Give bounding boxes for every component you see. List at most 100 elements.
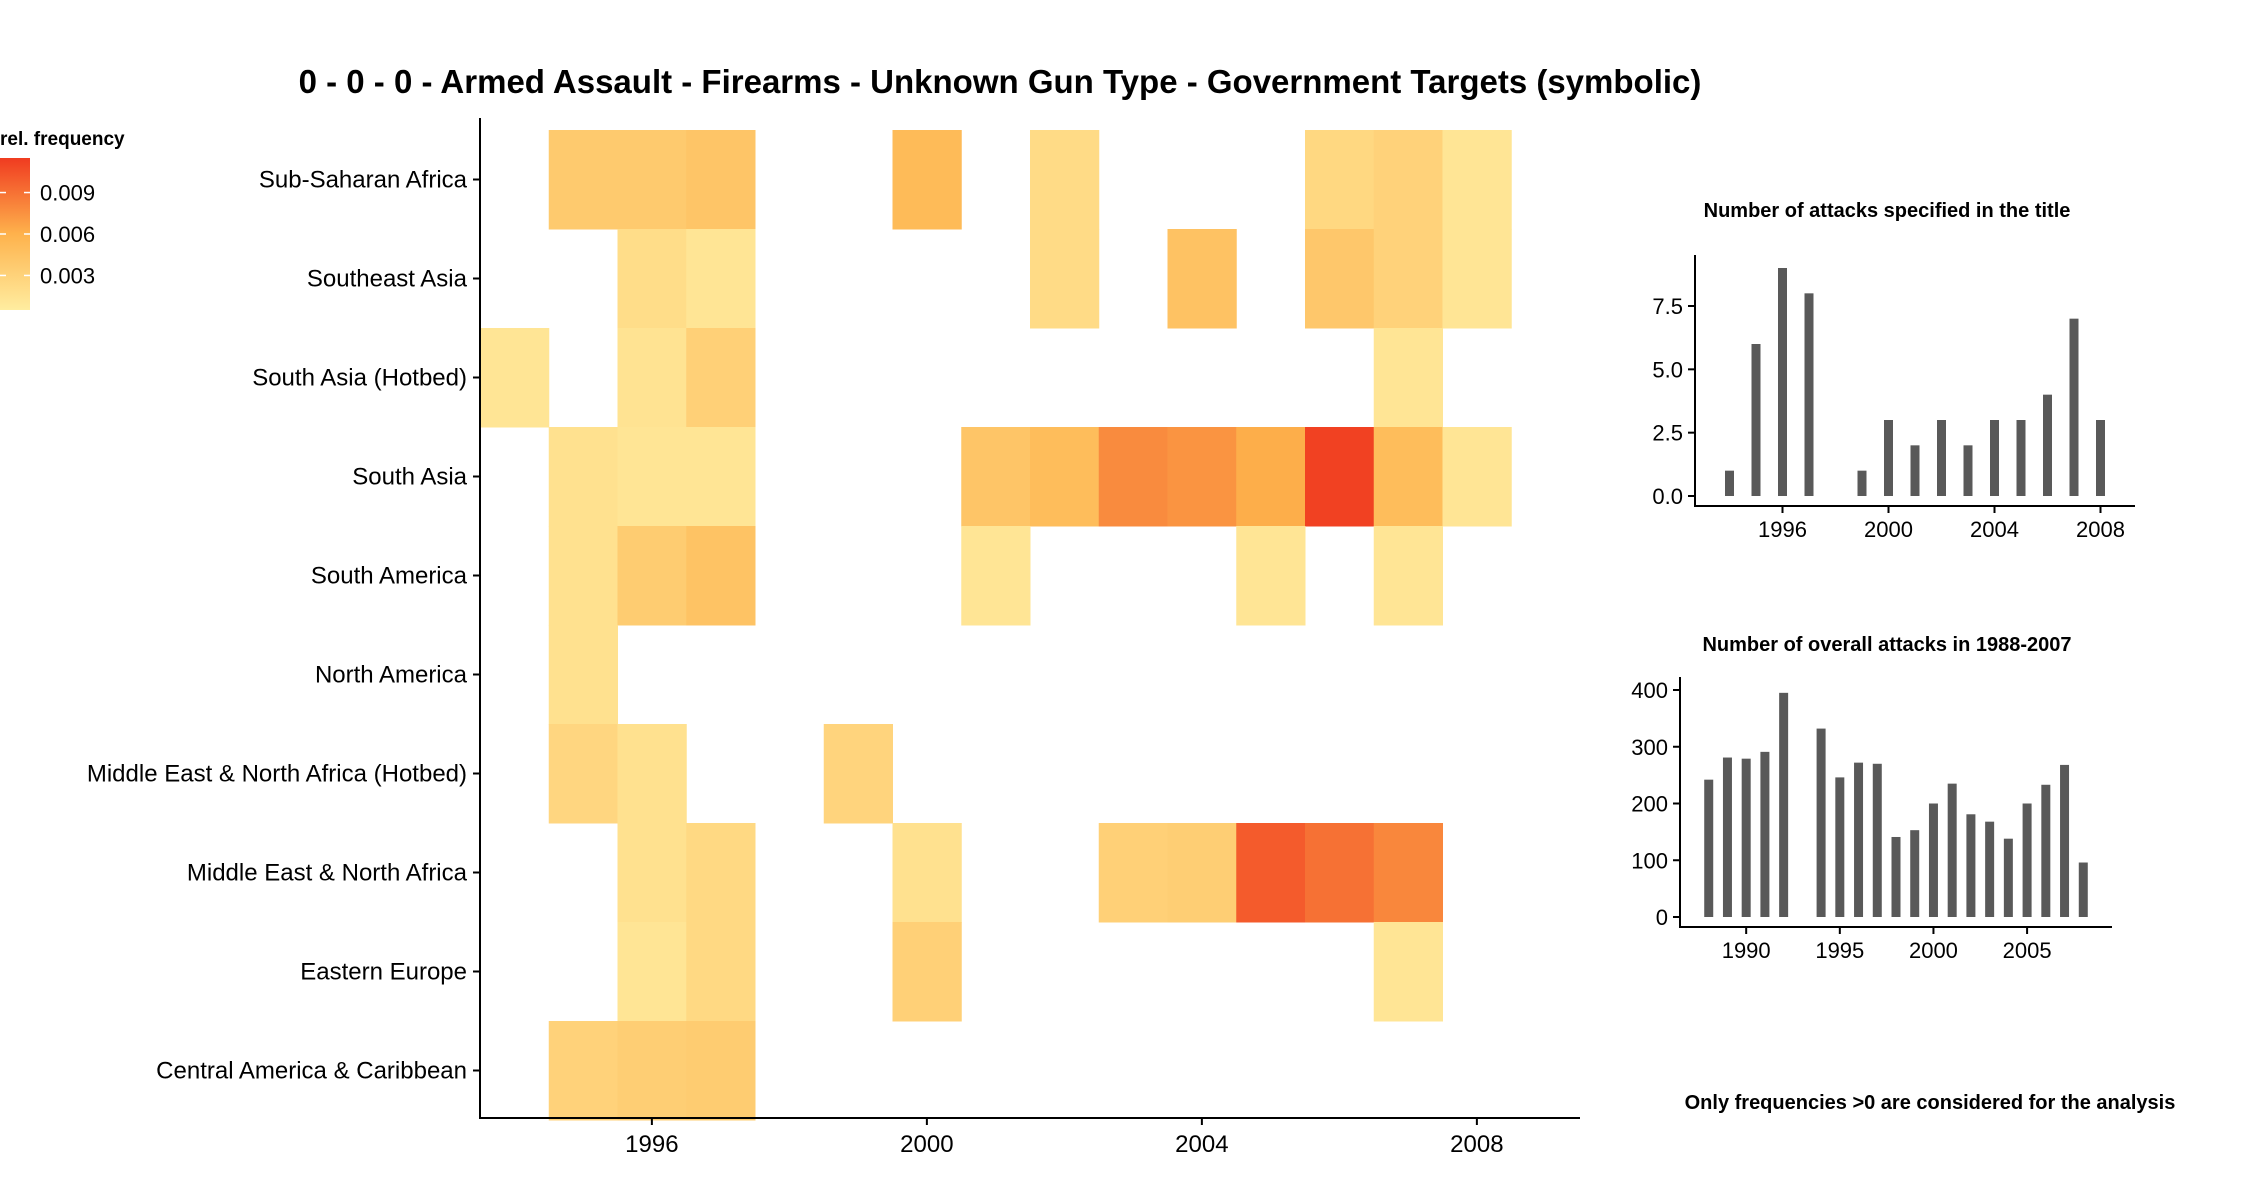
heatmap-cell	[1098, 427, 1168, 527]
x-tick-label: 1990	[1722, 938, 1771, 963]
heatmap: Sub-Saharan Africa Southeast Asia South As…	[87, 118, 1580, 1158]
heatmap-cell	[686, 1021, 756, 1121]
heatmap-cells	[480, 130, 1512, 1121]
bar	[1990, 420, 1999, 496]
bar	[2060, 764, 2070, 917]
heatmap-cell	[1373, 130, 1443, 230]
region-label: South Asia (Hotbed)	[252, 365, 467, 392]
bar	[2096, 420, 2105, 496]
overall-attacks-ticks: 0 100 200 300 400 1990 1995 2000 2005	[1631, 678, 2051, 963]
heatmap-cell	[617, 724, 687, 824]
bar	[1963, 445, 1973, 496]
y-tick-label: 200	[1631, 792, 1668, 817]
heatmap-y-labels: Sub-Saharan Africa Southeast Asia South As…	[87, 167, 480, 1085]
bar	[1725, 470, 1734, 496]
y-tick-label: 0	[1656, 905, 1668, 930]
attacks-title-chart-title: Number of attacks specified in the title	[1704, 200, 2071, 222]
heatmap-x-labels: 1996 2000 2004 2008	[625, 1118, 1504, 1158]
heatmap-cell	[1167, 229, 1237, 329]
heatmap-cell	[823, 724, 893, 824]
x-tick-label: 1996	[625, 1131, 678, 1158]
x-tick-label: 2004	[1970, 517, 2019, 542]
bar	[2043, 394, 2052, 496]
heatmap-cell	[686, 229, 756, 329]
heatmap-cell	[1373, 229, 1443, 329]
heatmap-title: 0 - 0 - 0 - Armed Assault - Firearms - U…	[299, 63, 1702, 100]
bar	[1857, 470, 1867, 496]
legend: rel. frequency 0.003 0.006 0.009	[0, 129, 125, 310]
x-tick-label: 2004	[1175, 1131, 1228, 1158]
legend-tick-label: 0.006	[40, 222, 95, 247]
bar	[1760, 751, 1770, 917]
heatmap-axes	[479, 118, 1580, 1119]
footnote: Only frequencies >0 are considered for t…	[1685, 1092, 2176, 1114]
heatmap-cell	[1167, 823, 1237, 923]
x-tick-label: 1996	[1758, 517, 1807, 542]
heatmap-cell	[1305, 427, 1375, 527]
heatmap-cell	[548, 130, 618, 230]
bar	[1804, 293, 1814, 496]
bar	[1884, 420, 1893, 496]
heatmap-cell	[548, 1021, 618, 1121]
x-tick-label: 2008	[2076, 517, 2125, 542]
heatmap-cell	[892, 922, 962, 1022]
bar	[1937, 420, 1946, 496]
bar	[1741, 758, 1751, 917]
heatmap-cell	[1030, 427, 1100, 527]
heatmap-cell	[548, 526, 618, 626]
overall-attacks-bars	[1704, 692, 2088, 917]
y-tick-label: 400	[1631, 678, 1668, 703]
heatmap-cell	[1236, 427, 1306, 527]
heatmap-cell	[892, 823, 962, 923]
legend-tick-label: 0.003	[40, 263, 95, 288]
bar	[1872, 763, 1882, 917]
heatmap-cell	[617, 427, 687, 527]
y-tick-label: 300	[1631, 735, 1668, 760]
x-tick-label: 2005	[2003, 938, 2052, 963]
legend-tick-label: 0.009	[40, 181, 95, 206]
bar	[1722, 757, 1732, 917]
heatmap-cell	[892, 130, 962, 230]
region-label: North America	[315, 662, 468, 689]
bar	[2022, 803, 2032, 917]
heatmap-cell	[1236, 823, 1306, 923]
bar	[1910, 830, 1920, 917]
heatmap-cell	[686, 328, 756, 428]
heatmap-cell	[480, 328, 550, 428]
bar	[2078, 862, 2088, 917]
heatmap-cell	[1305, 130, 1375, 230]
heatmap-cell	[1373, 823, 1443, 923]
heatmap-cell	[1305, 823, 1375, 923]
heatmap-cell	[1098, 823, 1168, 923]
x-tick-label: 1995	[1815, 938, 1864, 963]
heatmap-cell	[1442, 229, 1512, 329]
heatmap-cell	[1030, 229, 1100, 329]
y-tick-label: 7.5	[1652, 294, 1683, 319]
y-tick-label: 0.0	[1652, 484, 1683, 509]
bar	[1947, 783, 1957, 917]
bar	[2016, 420, 2026, 496]
legend-title: rel. frequency	[0, 129, 125, 150]
bar	[1928, 803, 1938, 917]
region-label: Sub-Saharan Africa	[259, 167, 468, 194]
heatmap-cell	[548, 724, 618, 824]
heatmap-cell	[1442, 427, 1512, 527]
attacks-title-bar-chart: Number of attacks specified in the title…	[1652, 200, 2135, 542]
bar	[2003, 838, 2013, 917]
x-tick-label: 2000	[1909, 938, 1958, 963]
overall-attacks-bar-chart: Number of overall attacks in 1988-2007 0…	[1631, 634, 2112, 963]
attacks-title-bars	[1725, 268, 2105, 496]
heatmap-cell	[548, 625, 618, 725]
heatmap-cell	[1373, 427, 1443, 527]
bar	[1751, 344, 1761, 496]
heatmap-cell	[617, 229, 687, 329]
heatmap-cell	[617, 823, 687, 923]
region-label: South America	[311, 563, 468, 590]
attacks-title-ticks: 0.0 2.5 5.0 7.5 1996 2000 2004 2008	[1652, 294, 2125, 542]
bar	[1985, 821, 1995, 917]
bar	[1704, 779, 1714, 917]
heatmap-cell	[1236, 526, 1306, 626]
heatmap-cell	[617, 922, 687, 1022]
heatmap-cell	[1373, 328, 1443, 428]
